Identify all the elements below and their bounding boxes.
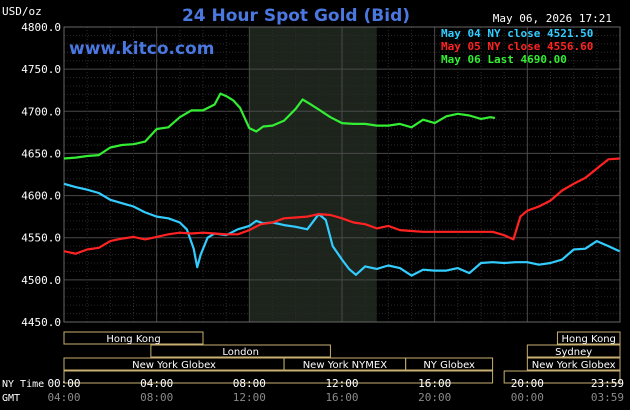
ny-time-label: NY Time (2, 379, 44, 390)
x-tick-gmt: 04:00 (47, 391, 80, 404)
y-tick-label: 4550.0 (21, 232, 61, 245)
session-box (405, 357, 494, 371)
session-label: Hong Kong (562, 334, 616, 345)
brand-link[interactable]: www.kitco.com (69, 39, 214, 59)
session-label: New York Globex (532, 360, 616, 371)
x-tick-gmt: 08:00 (140, 391, 173, 404)
session-label: Sydney (555, 347, 592, 358)
series-line-1 (63, 182, 620, 277)
y-tick-label: 4750.0 (21, 63, 61, 76)
y-tick-label: 4500.0 (21, 274, 61, 287)
x-tick-gmt: 03:59 (591, 391, 624, 404)
nymex-session-band (249, 27, 377, 322)
session-label: Hong Kong (106, 334, 160, 345)
plot-border (63, 26, 621, 323)
legend: May 04 NY close 4521.50 May 05 NY close … (441, 27, 593, 66)
x-tick-ny: 08:00 (233, 377, 266, 390)
x-tick-gmt: 20:00 (418, 391, 451, 404)
series-line-2 (63, 157, 620, 255)
chart-title: 24 Hour Spot Gold (Bid) (182, 6, 410, 26)
series-line-3 (63, 92, 496, 160)
legend-item-may06: May 06 Last 4690.00 (441, 53, 567, 66)
y-tick-label: 4600.0 (21, 190, 61, 203)
y-tick-label: 4800.0 (21, 21, 61, 34)
x-tick-gmt: 00:00 (511, 391, 544, 404)
session-label: NY Globex (423, 360, 475, 371)
session-box (150, 344, 331, 358)
gmt-label: GMT (2, 393, 20, 404)
x-tick-ny: 00:00 (47, 377, 80, 390)
units-label: USD/oz (2, 5, 42, 18)
session-box (63, 331, 204, 345)
session-label: New York NYMEX (303, 360, 388, 371)
timestamp: May 06, 2026 17:21 (493, 12, 612, 25)
session-box (526, 357, 621, 371)
x-tick-ny: 23:59 (591, 377, 624, 390)
session-box (503, 370, 621, 384)
session-box (526, 344, 621, 358)
x-tick-ny: 20:00 (511, 377, 544, 390)
x-tick-gmt: 16:00 (325, 391, 358, 404)
y-tick-label: 4700.0 (21, 105, 61, 118)
x-tick-ny: 16:00 (418, 377, 451, 390)
x-tick-ny: 12:00 (325, 377, 358, 390)
session-label: London (222, 347, 259, 358)
legend-item-may05: May 05 NY close 4556.60 (441, 40, 593, 53)
y-tick-label: 4450.0 (21, 316, 61, 329)
session-box (556, 331, 621, 345)
legend-item-may04: May 04 NY close 4521.50 (441, 27, 593, 40)
x-tick-gmt: 12:00 (233, 391, 266, 404)
session-label: New York Globex (132, 360, 216, 371)
session-box (63, 370, 494, 384)
y-tick-label: 4650.0 (21, 147, 61, 160)
x-tick-ny: 04:00 (140, 377, 173, 390)
